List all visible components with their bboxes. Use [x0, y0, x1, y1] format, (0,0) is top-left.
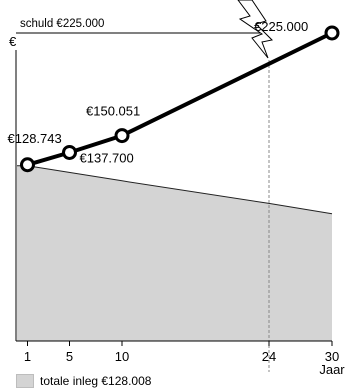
legend: totale inleg €128.008	[16, 374, 151, 388]
data-label: €128.743	[8, 131, 62, 146]
data-label: €225.000	[254, 19, 308, 34]
legend-label: totale inleg €128.008	[40, 374, 152, 388]
guide-layer	[16, 0, 274, 372]
lightning-icon	[237, 0, 274, 59]
debt-label: schuld €225.000	[20, 18, 104, 30]
label-layer: schuld €225.000 €128.743 €137.700 €150.051 €…	[8, 18, 309, 166]
data-point	[324, 25, 340, 41]
data-point	[62, 144, 77, 160]
data-point	[114, 128, 130, 144]
x-tick-label: 5	[66, 349, 73, 364]
data-point	[20, 157, 35, 173]
x-tick-label: 10	[115, 349, 129, 364]
x-tick-label: 24	[262, 349, 276, 364]
area-layer	[17, 165, 333, 341]
area-fill	[17, 165, 332, 341]
legend-swatch	[16, 374, 34, 388]
data-label: €137.700	[80, 150, 134, 165]
data-label: €150.051	[86, 104, 140, 119]
x-tick-label: 30	[325, 349, 339, 364]
y-axis-label: €	[9, 34, 17, 49]
value-line	[26, 31, 333, 167]
line-layer	[20, 25, 340, 173]
x-axis-label: Jaar	[319, 362, 345, 377]
x-tick-label: 1	[24, 349, 31, 364]
